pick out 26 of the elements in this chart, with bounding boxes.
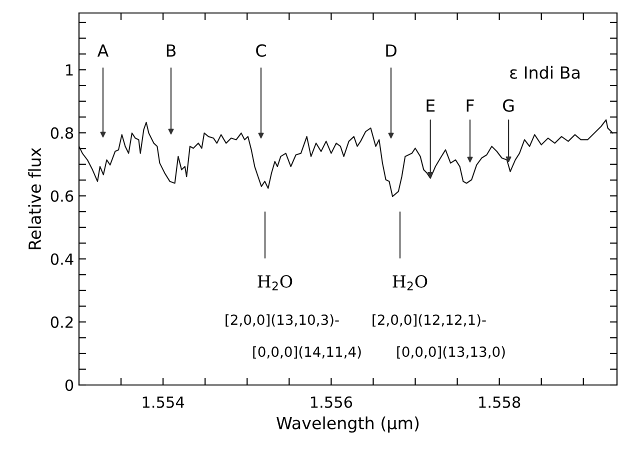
annotation: [0,0,0](13,13,0) xyxy=(397,346,505,359)
y-tick-label: 0.8 xyxy=(50,127,74,139)
y-tick-label: 0.2 xyxy=(50,316,73,328)
annotation: A xyxy=(97,44,109,57)
y-tick-label: 1 xyxy=(66,64,73,76)
annotation: [2,0,0](13,10,3)- xyxy=(226,314,339,327)
annotation: D xyxy=(386,44,396,57)
x-tick-label: 1.558 xyxy=(479,396,520,408)
annotation: C xyxy=(256,44,266,57)
y-axis-title: Relative flux xyxy=(28,148,42,250)
x-tick-label: 1.554 xyxy=(142,396,184,408)
x-axis-title: Wavelength (μm) xyxy=(276,416,419,433)
annotation: [0,0,0](14,11,4) xyxy=(253,346,361,359)
line-series xyxy=(79,119,614,198)
annotation: ε Indi Ba xyxy=(510,66,580,79)
annotation: H$_{2}$O xyxy=(258,275,292,290)
y-tick-label: 0.6 xyxy=(50,190,74,202)
y-tick-label: 0.4 xyxy=(50,253,74,265)
y-tick-label: 0 xyxy=(65,379,74,392)
annotation: F xyxy=(466,99,474,112)
annotation: G xyxy=(503,99,514,112)
annotation: E xyxy=(426,99,435,112)
annotation: H$_{2}$O xyxy=(392,275,428,290)
annotation: [2,0,0](12,12,1)- xyxy=(372,314,486,327)
x-tick-label: 1.556 xyxy=(310,396,352,408)
annotation: B xyxy=(166,44,176,57)
